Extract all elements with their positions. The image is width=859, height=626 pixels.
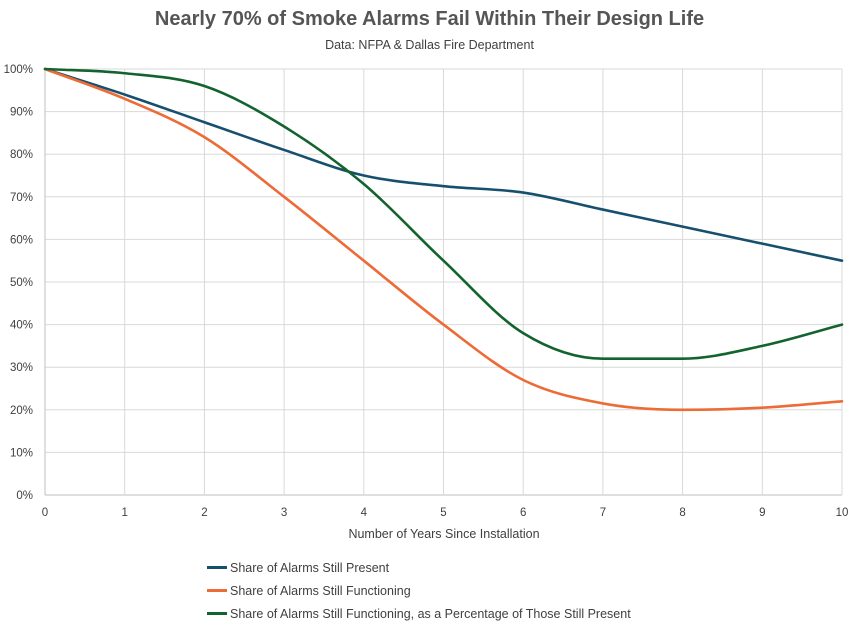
y-tick-label: 60% xyxy=(10,234,33,246)
x-axis-title: Number of Years Since Installation xyxy=(348,527,539,541)
y-tick-label: 100% xyxy=(4,64,33,76)
legend-swatch xyxy=(207,589,227,592)
y-tick-label: 10% xyxy=(10,447,33,459)
y-tick-label: 20% xyxy=(10,405,33,417)
legend-item: Share of Alarms Still Functioning, as a … xyxy=(207,602,631,625)
y-tick-label: 90% xyxy=(10,107,33,119)
y-tick-label: 30% xyxy=(10,362,33,374)
legend: Share of Alarms Still Present Share of Al… xyxy=(207,556,631,625)
y-tick-label: 40% xyxy=(10,320,33,332)
x-tick-label: 10 xyxy=(836,507,849,519)
legend-item: Share of Alarms Still Functioning xyxy=(207,579,631,602)
x-tick-label: 4 xyxy=(361,507,368,519)
legend-label: Share of Alarms Still Functioning xyxy=(230,583,411,598)
legend-swatch xyxy=(207,566,227,569)
series-lines xyxy=(43,67,844,412)
series-line-2 xyxy=(43,67,844,412)
y-tick-label: 0% xyxy=(16,490,33,502)
grid xyxy=(44,68,843,496)
x-tick-label: 3 xyxy=(281,507,287,519)
series-line-3 xyxy=(43,67,844,360)
legend-swatch xyxy=(207,612,227,615)
legend-item: Share of Alarms Still Present xyxy=(207,556,631,579)
y-tick-labels: 0% 10% 20% 30% 40% 50% 60% 70% 80% 90% 100% xyxy=(4,64,33,502)
x-tick-label: 8 xyxy=(679,507,685,519)
x-tick-label: 1 xyxy=(121,507,127,519)
x-tick-label: 9 xyxy=(759,507,765,519)
y-tick-label: 50% xyxy=(10,277,33,289)
x-tick-label: 5 xyxy=(440,507,446,519)
x-tick-label: 7 xyxy=(600,507,606,519)
y-tick-label: 70% xyxy=(10,192,33,204)
legend-label: Share of Alarms Still Present xyxy=(230,560,390,575)
chart-title: Nearly 70% of Smoke Alarms Fail Within T… xyxy=(154,8,705,30)
x-tick-label: 6 xyxy=(520,507,526,519)
y-tick-label: 80% xyxy=(10,149,33,161)
x-tick-label: 0 xyxy=(42,507,48,519)
series-line-1 xyxy=(43,67,844,262)
x-tick-labels: 0 1 2 3 4 5 6 7 8 9 10 xyxy=(42,507,849,519)
legend-label: Share of Alarms Still Functioning, as a … xyxy=(230,606,631,621)
x-tick-label: 2 xyxy=(201,507,207,519)
chart-subtitle: Data: NFPA & Dallas Fire Department xyxy=(325,38,534,52)
